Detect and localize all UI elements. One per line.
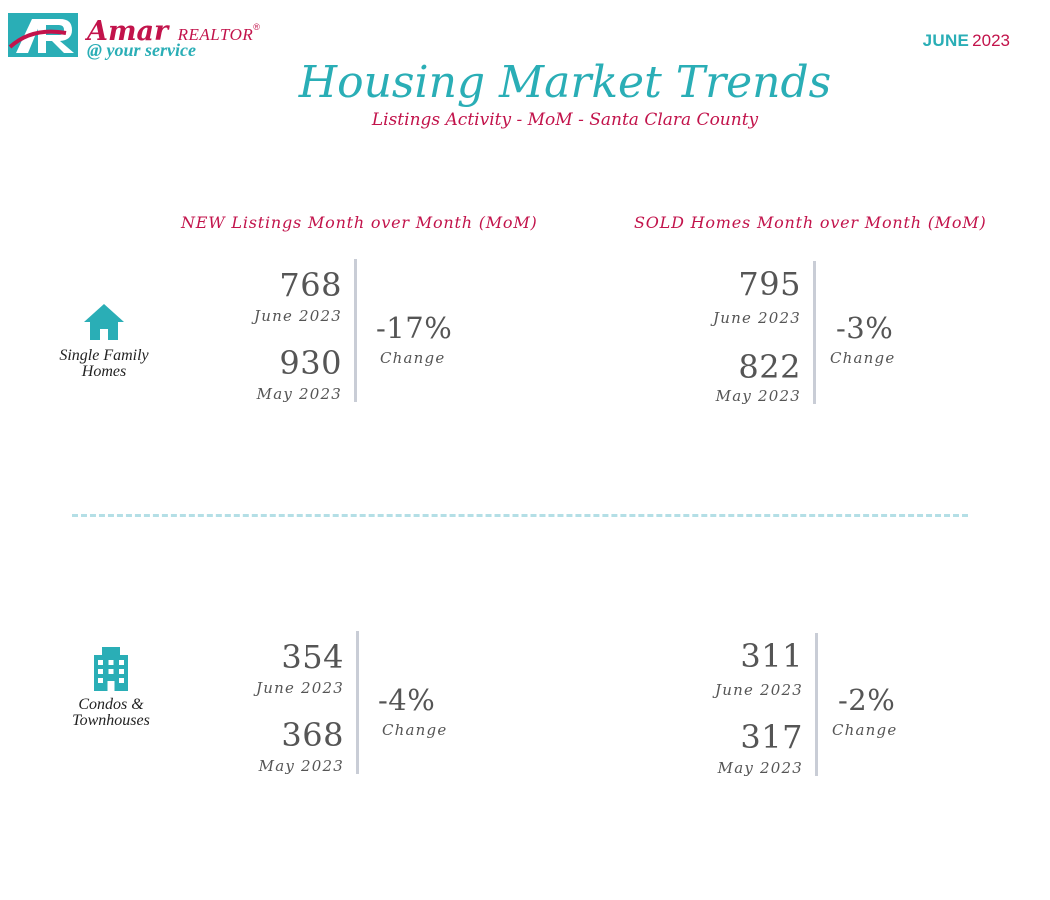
building-icon <box>94 647 128 691</box>
condos-sold-previous-label: May 2023 <box>717 759 803 777</box>
single-family-label: Single Family Homes <box>39 302 169 380</box>
condos-new-previous-value: 368 <box>281 716 344 754</box>
single-family-new-current-value: 768 <box>279 266 342 304</box>
condos-townhouses-label: Condos & Townhouses <box>46 647 176 729</box>
report-year: 2023 <box>972 31 1010 50</box>
condos-sold-change-percent: -2% <box>838 683 896 717</box>
single-family-sold-current-value: 795 <box>738 265 801 303</box>
brand-logo: Amar REALTOR® @ your service <box>8 12 268 60</box>
single-family-new-previous-label: May 2023 <box>256 385 342 403</box>
single-family-label-line2: Homes <box>81 363 127 380</box>
condos-new-change-percent: -4% <box>378 683 436 717</box>
section-divider <box>72 514 968 517</box>
house-icon <box>84 304 124 340</box>
condos-sold-previous-value: 317 <box>740 718 803 756</box>
condos-new-divider-bar <box>356 631 359 774</box>
single-family-sold-metric: 795 June 2023 822 May 2023 -3% Change <box>699 261 1019 406</box>
condos-label-line2: Townhouses <box>72 712 150 729</box>
single-family-new-divider-bar <box>354 259 357 402</box>
single-family-sold-previous-value: 822 <box>738 348 801 386</box>
condos-sold-current-value: 311 <box>740 637 803 675</box>
logo-tagline: @ your service <box>87 40 196 60</box>
condos-label-line1: Condos & <box>78 696 144 713</box>
page-subtitle: Listings Activity - MoM - Santa Clara Co… <box>371 110 759 130</box>
single-family-sold-change-label: Change <box>830 349 896 367</box>
logo-mark-icon <box>8 13 78 57</box>
sold-homes-heading: SOLD Homes Month over Month (MoM) <box>634 213 987 232</box>
single-family-label-line1: Single Family <box>59 347 149 364</box>
single-family-sold-current-label: June 2023 <box>713 309 801 327</box>
single-family-new-change-percent: -17% <box>376 311 453 345</box>
single-family-new-current-label: June 2023 <box>254 307 342 325</box>
condos-sold-change-label: Change <box>832 721 898 739</box>
condos-sold-metric: 311 June 2023 317 May 2023 -2% Change <box>701 633 1021 778</box>
logo-registered-mark: ® <box>253 22 260 32</box>
condos-new-previous-label: May 2023 <box>258 757 344 775</box>
single-family-new-change-label: Change <box>380 349 446 367</box>
single-family-sold-previous-label: May 2023 <box>715 387 801 405</box>
report-month: JUNE <box>922 31 970 50</box>
logo-brand-text: Amar REALTOR® <box>87 16 260 47</box>
page-title: Housing Market Trends <box>298 57 832 108</box>
single-family-sold-divider-bar <box>813 261 816 404</box>
condos-new-change-label: Change <box>382 721 448 739</box>
condos-sold-current-label: June 2023 <box>715 681 803 699</box>
report-date: JUNE 2023 <box>923 31 1010 51</box>
condos-sold-divider-bar <box>815 633 818 776</box>
condos-new-metric: 354 June 2023 368 May 2023 -4% Change <box>242 631 562 776</box>
single-family-new-previous-value: 930 <box>279 344 342 382</box>
new-listings-heading: NEW Listings Month over Month (MoM) <box>181 213 538 232</box>
condos-new-current-label: June 2023 <box>256 679 344 697</box>
single-family-new-metric: 768 June 2023 930 May 2023 -17% Change <box>240 259 560 404</box>
single-family-sold-change-percent: -3% <box>836 311 894 345</box>
condos-new-current-value: 354 <box>281 638 344 676</box>
logo-realtor-text: REALTOR <box>177 25 254 44</box>
